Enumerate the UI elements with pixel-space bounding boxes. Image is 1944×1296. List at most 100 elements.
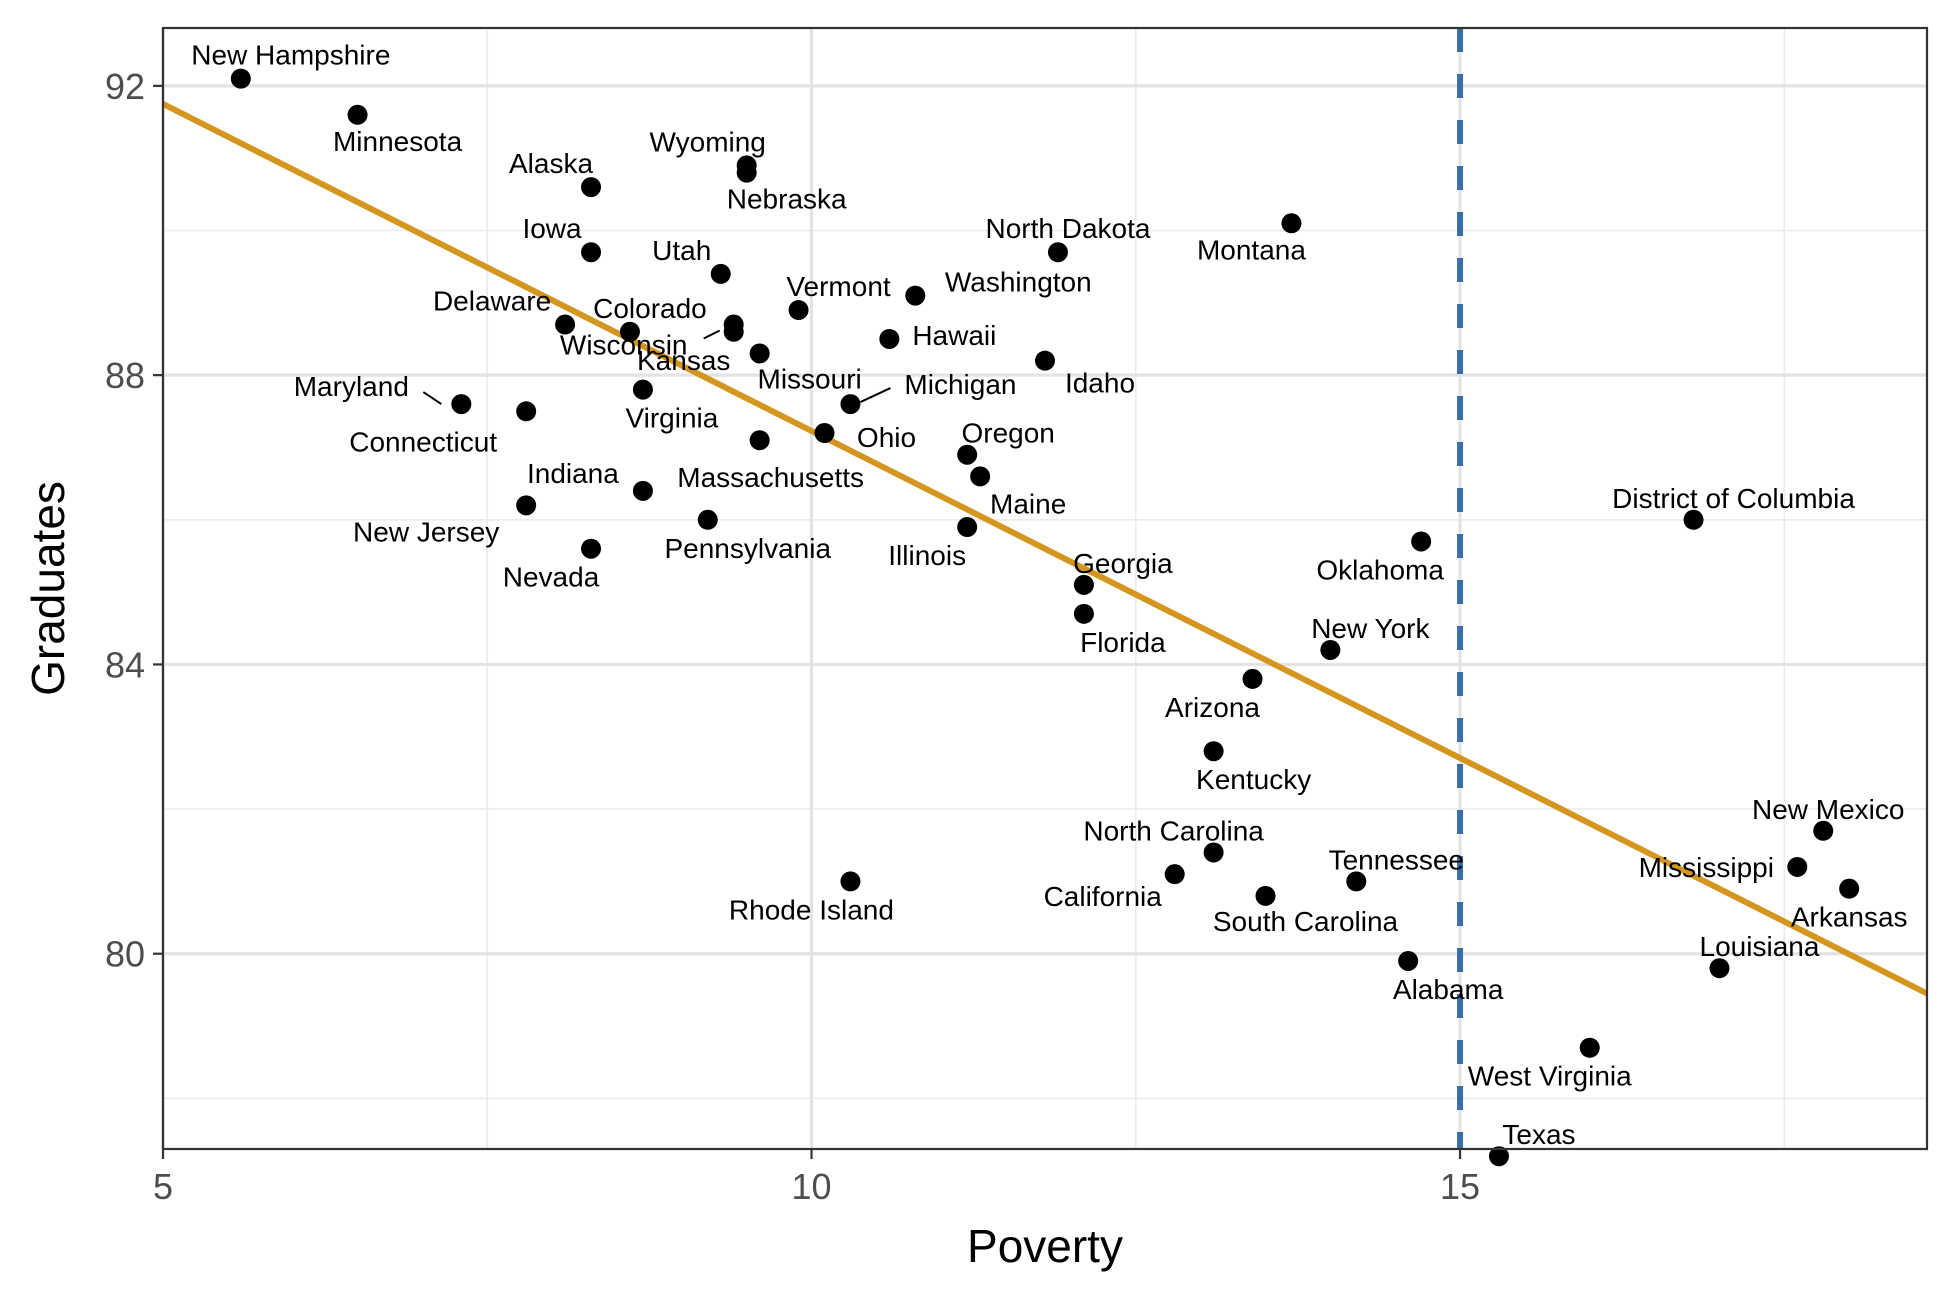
point-label: Colorado xyxy=(593,293,707,324)
data-point xyxy=(1320,639,1341,660)
trend-line xyxy=(161,101,1929,997)
data-point xyxy=(516,401,537,422)
data-point xyxy=(1073,603,1094,624)
label-connectors xyxy=(422,329,891,405)
point-label: Kansas xyxy=(637,345,730,376)
y-tick-label: 88 xyxy=(105,355,145,396)
point-label: Maryland xyxy=(294,371,409,402)
data-point xyxy=(1411,531,1432,552)
x-tick-label: 5 xyxy=(153,1166,173,1207)
data-point xyxy=(788,300,809,321)
point-label: Idaho xyxy=(1065,368,1135,399)
data-point xyxy=(1164,864,1185,885)
point-label: Indiana xyxy=(527,458,619,489)
data-point xyxy=(1255,885,1276,906)
y-axis-ticks: 80 84 88 92 xyxy=(105,66,163,975)
point-label: New Hampshire xyxy=(191,40,390,71)
data-point xyxy=(619,321,640,342)
point-label: Georgia xyxy=(1073,548,1173,579)
data-point xyxy=(840,394,861,415)
data-point xyxy=(581,177,602,198)
point-label: New Jersey xyxy=(353,516,499,547)
point-label: North Dakota xyxy=(985,213,1150,244)
y-axis-title: Graduates xyxy=(22,481,74,696)
label-connector xyxy=(703,329,721,340)
point-label: Michigan xyxy=(904,369,1016,400)
data-point xyxy=(1787,856,1808,877)
data-point xyxy=(905,285,926,306)
data-point xyxy=(1281,213,1302,234)
data-point xyxy=(1035,350,1055,371)
data-point xyxy=(1073,574,1094,595)
trend-line-layer xyxy=(161,101,1929,997)
point-label: Tennessee xyxy=(1329,844,1464,875)
point-label: New Mexico xyxy=(1752,794,1904,825)
point-label: Ohio xyxy=(857,422,916,453)
data-point xyxy=(1579,1037,1600,1058)
data-point xyxy=(555,314,576,335)
point-label: Alaska xyxy=(509,148,593,179)
point-label: New York xyxy=(1311,613,1430,644)
x-axis-title: Poverty xyxy=(967,1220,1123,1272)
data-point xyxy=(1488,1146,1509,1167)
point-label: Utah xyxy=(652,235,711,266)
point-label: Rhode Island xyxy=(729,894,894,925)
point-label: Iowa xyxy=(522,213,582,244)
major-grid xyxy=(161,28,1927,1149)
point-label: Oregon xyxy=(961,418,1054,449)
point-label: Louisiana xyxy=(1700,931,1820,962)
point-label: West Virginia xyxy=(1468,1061,1632,1092)
data-point xyxy=(749,430,770,451)
data-point xyxy=(970,466,991,487)
point-label: Maine xyxy=(990,488,1066,519)
point-label: Vermont xyxy=(786,271,890,302)
point-label: Arkansas xyxy=(1791,902,1908,933)
point-label: Montana xyxy=(1197,234,1306,265)
data-point xyxy=(723,321,744,342)
data-point xyxy=(1398,950,1419,971)
minor-grid xyxy=(163,28,1927,1149)
point-label: Massachusetts xyxy=(677,462,864,493)
point-label: Delaware xyxy=(433,286,551,317)
point-label: Connecticut xyxy=(349,426,497,457)
point-label: Arizona xyxy=(1165,692,1260,723)
point-label: Missouri xyxy=(758,363,862,394)
data-point xyxy=(1839,878,1860,899)
data-point xyxy=(1683,509,1704,530)
point-label: District of Columbia xyxy=(1612,483,1855,514)
data-point xyxy=(1242,668,1263,689)
point-label: Wyoming xyxy=(649,126,765,157)
point-label: Nebraska xyxy=(727,184,847,215)
point-label: Mississippi xyxy=(1639,852,1774,883)
point-label: Hawaii xyxy=(912,320,996,351)
data-point xyxy=(1709,958,1730,979)
point-label: Texas xyxy=(1502,1119,1575,1150)
data-point xyxy=(632,480,653,501)
point-label: South Carolina xyxy=(1213,906,1399,937)
point-label: Nevada xyxy=(503,562,600,593)
data-point xyxy=(879,328,900,349)
data-points xyxy=(230,68,1860,1167)
data-point xyxy=(697,509,718,530)
data-point xyxy=(957,517,978,538)
data-point xyxy=(1346,871,1367,892)
y-tick-label: 80 xyxy=(105,934,145,975)
point-label: Illinois xyxy=(888,540,966,571)
data-point xyxy=(736,162,757,183)
x-axis-ticks: 5 10 15 xyxy=(153,1149,1480,1207)
point-label: Minnesota xyxy=(333,126,463,157)
x-tick-label: 15 xyxy=(1440,1166,1480,1207)
point-label: Kentucky xyxy=(1196,764,1311,795)
data-point xyxy=(581,538,602,559)
point-label: Wisconsin xyxy=(560,330,688,361)
y-tick-label: 92 xyxy=(105,66,145,107)
point-labels: New Hampshire Minnesota Alaska Wyoming Nebra… xyxy=(191,40,1907,1151)
data-point xyxy=(840,871,861,892)
data-point xyxy=(1047,242,1068,263)
data-point xyxy=(1203,842,1224,863)
data-point xyxy=(1813,820,1834,841)
point-label: Oklahoma xyxy=(1316,554,1444,585)
point-label: Washington xyxy=(945,267,1092,298)
data-point xyxy=(230,68,251,89)
